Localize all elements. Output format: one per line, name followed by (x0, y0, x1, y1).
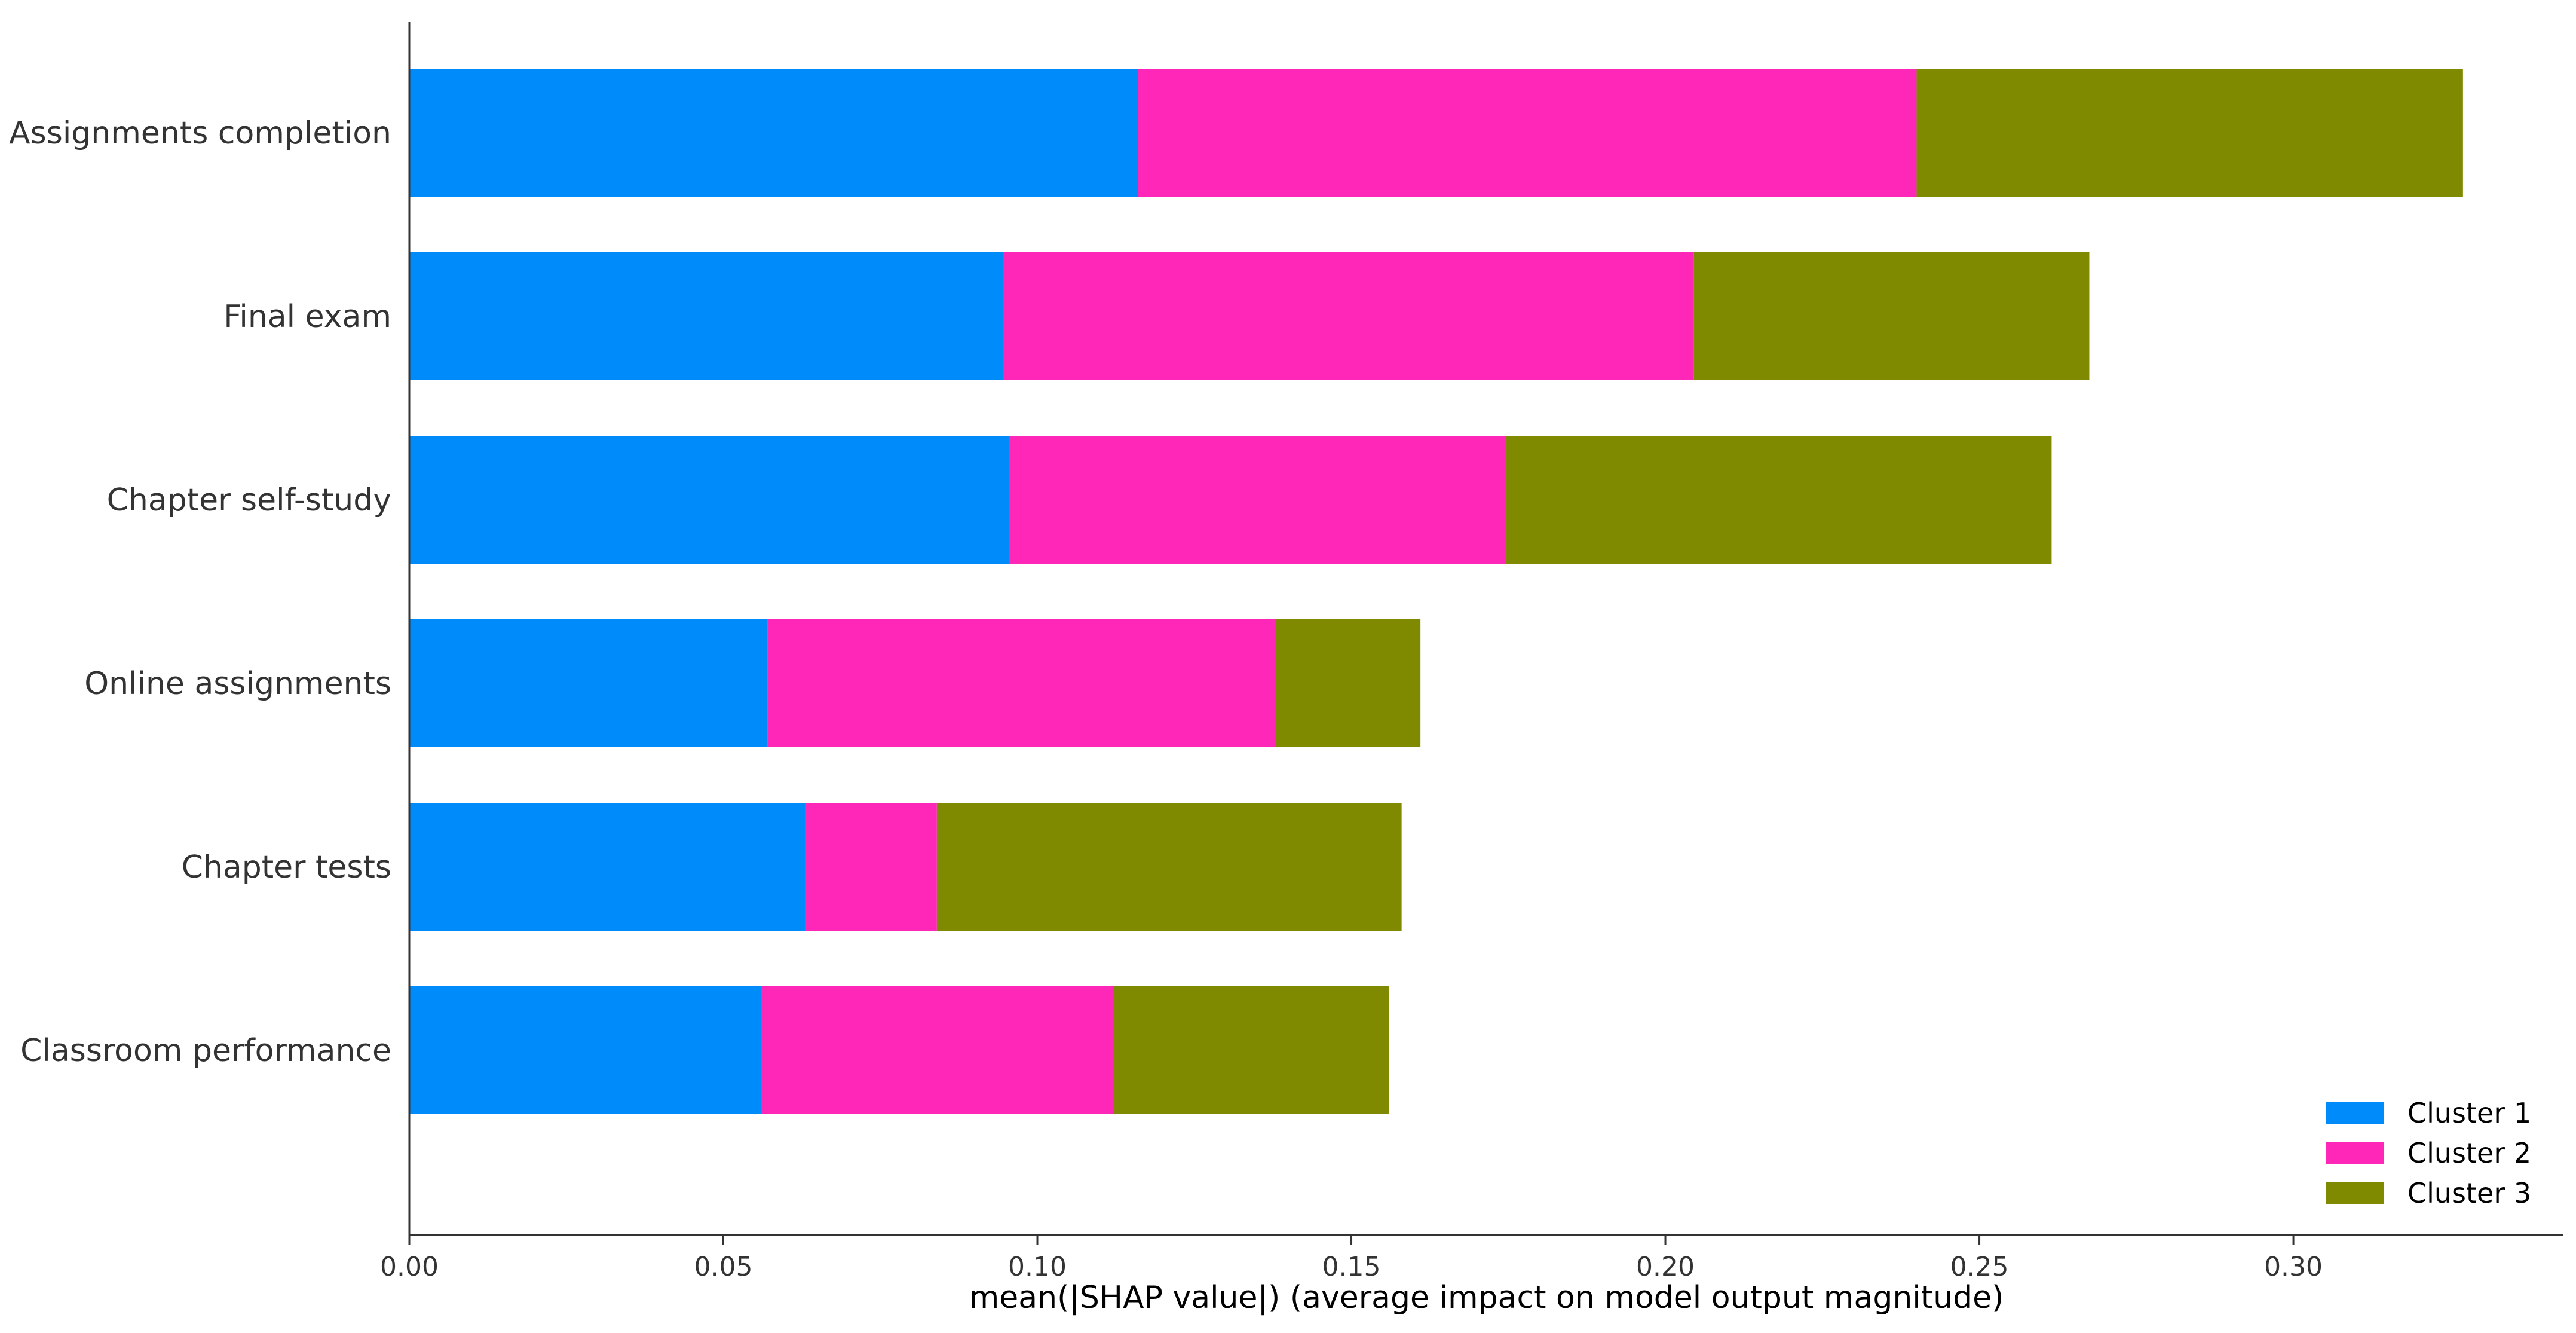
legend-swatch (2326, 1142, 2384, 1164)
bar-segment (409, 252, 1003, 380)
bar-segment (936, 803, 1402, 931)
bar-segment (1505, 436, 2052, 564)
bar-segment (409, 619, 768, 747)
x-axis-title: mean(|SHAP value|) (average impact on mo… (969, 1280, 2004, 1316)
category-label: Chapter self-study (107, 482, 391, 518)
bar-segment (409, 803, 805, 931)
bar-segment (1138, 69, 1917, 197)
x-tick-label: 0.20 (1636, 1252, 1695, 1282)
category-label: Chapter tests (182, 849, 391, 885)
bar-segment (767, 619, 1276, 747)
legend-label: Cluster 3 (2407, 1177, 2531, 1209)
x-axis-ticks: 0.00 0.05 0.10 0.15 0.20 0.25 0.30 (380, 1235, 2323, 1282)
legend-label: Cluster 2 (2407, 1137, 2531, 1169)
x-tick-label: 0.05 (694, 1252, 753, 1282)
bar-segment (1916, 69, 2463, 197)
category-label: Assignments completion (9, 115, 391, 151)
bar-segment (409, 69, 1138, 197)
legend-swatch (2326, 1102, 2384, 1124)
legend-swatch (2326, 1182, 2384, 1204)
bar-segment (1009, 436, 1506, 564)
category-label: Final exam (223, 299, 391, 335)
x-tick-label: 0.30 (2264, 1252, 2323, 1282)
bars-group (409, 69, 2463, 1114)
bar-segment (1003, 252, 1694, 380)
x-tick-label: 0.15 (1322, 1252, 1381, 1282)
bar-segment (1693, 252, 2090, 380)
category-label: Online assignments (84, 666, 391, 702)
x-tick-label: 0.25 (1950, 1252, 2009, 1282)
category-label: Classroom performance (20, 1033, 391, 1069)
category-labels: Assignments completion Final exam Chapter … (9, 115, 391, 1069)
legend-label: Cluster 1 (2407, 1097, 2531, 1129)
x-tick-label: 0.10 (1008, 1252, 1067, 1282)
bar-segment (1113, 986, 1389, 1114)
bar-segment (409, 986, 761, 1114)
bar-segment (805, 803, 937, 931)
bar-segment (761, 986, 1113, 1114)
bar-segment (409, 436, 1009, 564)
x-tick-label: 0.00 (380, 1252, 439, 1282)
legend: Cluster 1 Cluster 2 Cluster 3 (2326, 1097, 2531, 1209)
bar-segment (1276, 619, 1421, 747)
